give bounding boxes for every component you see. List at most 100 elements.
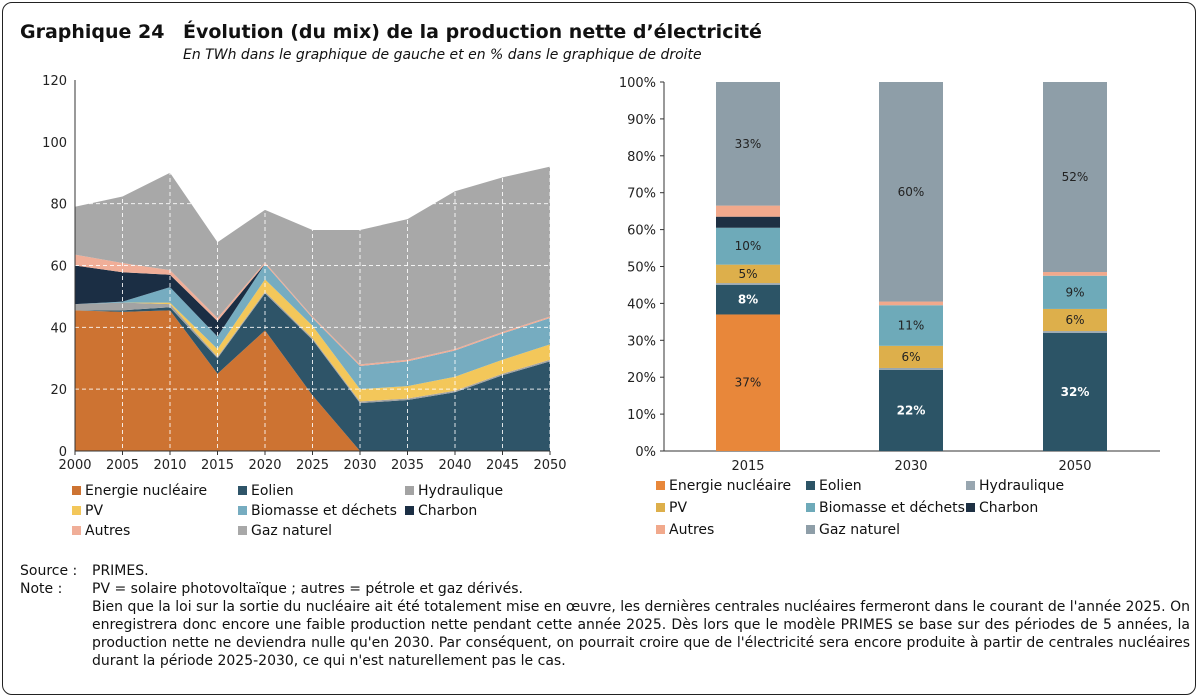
legend-swatch: [806, 503, 815, 512]
bar-segment-hydraulique: [879, 367, 943, 370]
legend-label: Hydraulique: [979, 478, 1065, 494]
legend-label: Biomasse et déchets: [251, 503, 397, 519]
data-label: 6%: [901, 350, 920, 364]
data-label: 6%: [1065, 313, 1084, 327]
bar-segment-biomasse-et-dechets: [879, 305, 943, 346]
legend-swatch: [72, 486, 81, 495]
x-tick-label: 2015: [201, 458, 234, 473]
right-legend: Energie nucléaire Eolien Hydraulique PV Biom…: [656, 476, 1176, 542]
data-label: 60%: [898, 185, 925, 199]
data-label: 22%: [897, 403, 926, 417]
bar-segment-pv: [716, 264, 780, 284]
bar-segment-autres: [716, 205, 780, 217]
note-label: Note :: [20, 581, 63, 597]
x-tick-label: 2030: [894, 459, 927, 474]
legend-item-autres: Autres: [72, 521, 130, 541]
y-tick-label: 100%: [619, 76, 656, 91]
bar-segment-gaz-naturel: [716, 82, 780, 206]
x-tick-label: 2000: [58, 458, 91, 473]
legend-label: Charbon: [979, 500, 1039, 516]
notes-block: Source : PRIMES. Note : PV = solaire pho…: [20, 562, 1190, 670]
x-tick-label: 2010: [153, 458, 186, 473]
legend-label: Gaz naturel: [251, 523, 332, 539]
data-label: 5%: [738, 267, 757, 281]
legend-item-energie-nucleaire: Energie nucléaire: [72, 481, 207, 501]
legend-swatch: [72, 506, 81, 515]
y-tick-label: 40%: [627, 297, 656, 312]
bar-segment-eolien: [879, 369, 943, 451]
legend-item-biomasse-et-dechets: Biomasse et déchets: [806, 498, 965, 518]
legend-item-pv: PV: [72, 501, 103, 521]
legend-label: PV: [85, 503, 104, 519]
legend-item-gaz-naturel: Gaz naturel: [806, 520, 900, 540]
data-label: 32%: [1061, 385, 1090, 399]
bar-segment-pv: [1043, 308, 1107, 332]
bar-segment-biomasse-et-dechets: [716, 227, 780, 265]
area-charbon: [75, 263, 550, 366]
data-label: 52%: [1062, 170, 1089, 184]
legend-item-eolien: Eolien: [806, 476, 862, 496]
legend-swatch: [238, 526, 247, 535]
bar-segment-autres: [1043, 272, 1107, 276]
area-biomasse-et-dechets: [75, 263, 550, 390]
figure-title: Évolution (du mix) de la production nett…: [183, 21, 762, 43]
legend-swatch: [806, 481, 815, 490]
x-tick-label: 2050: [1058, 459, 1091, 474]
legend-item-biomasse-et-dechets: Biomasse et déchets: [238, 501, 397, 521]
x-tick-label: 2045: [486, 458, 519, 473]
source-text: PRIMES.: [92, 563, 149, 579]
legend-label: PV: [669, 500, 688, 516]
legend-item-eolien: Eolien: [238, 481, 294, 501]
data-label: 9%: [1065, 285, 1084, 299]
bar-segment-charbon: [716, 216, 780, 228]
data-label: 10%: [735, 239, 762, 253]
legend-swatch: [656, 503, 665, 512]
x-tick-label: 2015: [731, 459, 764, 474]
left-legend: Energie nucléaire Eolien Hydraulique PV Biom…: [72, 481, 572, 541]
bar-segment-eolien: [716, 284, 780, 315]
y-tick-label: 40: [50, 321, 67, 336]
y-tick-label: 120: [42, 74, 67, 89]
figure-subtitle: En TWh dans le graphique de gauche et en…: [183, 47, 702, 63]
legend-item-charbon: Charbon: [966, 498, 1038, 518]
legend-swatch: [238, 506, 247, 515]
legend-label: Biomasse et déchets: [819, 500, 965, 516]
data-label: 37%: [735, 376, 762, 390]
legend-item-autres: Autres: [656, 520, 714, 540]
y-tick-label: 10%: [627, 408, 656, 423]
y-tick-label: 70%: [627, 187, 656, 202]
area-eolien: [75, 293, 550, 451]
x-tick-label: 2030: [343, 458, 376, 473]
y-tick-label: 90%: [627, 113, 656, 128]
legend-swatch: [405, 486, 414, 495]
legend-label: Eolien: [251, 483, 294, 499]
bar-segment-energie-nucleaire: [716, 314, 780, 451]
legend-swatch: [966, 503, 975, 512]
figure-label: Graphique 24: [20, 21, 165, 43]
legend-swatch: [405, 506, 414, 515]
legend-label: Hydraulique: [418, 483, 504, 499]
legend-item-gaz-naturel: Gaz naturel: [238, 521, 332, 541]
bar-segment-eolien: [1043, 332, 1107, 451]
legend-swatch: [656, 525, 665, 534]
bar-segment-gaz-naturel: [879, 82, 943, 302]
y-tick-label: 0%: [635, 445, 656, 460]
legend-swatch: [238, 486, 247, 495]
area-energie-nucleaire: [75, 310, 550, 451]
legend-label: Gaz naturel: [819, 522, 900, 538]
right-bar-chart: 0% 10% 20% 30% 40% 50% 60% 70% 80% 90% 100% 37% 8% 5%…: [619, 76, 1160, 474]
bar-segment-biomasse-et-dechets: [1043, 275, 1107, 309]
x-tick-label: 2040: [438, 458, 471, 473]
legend-item-charbon: Charbon: [405, 501, 477, 521]
y-tick-label: 20%: [627, 371, 656, 386]
y-tick-label: 50%: [627, 261, 656, 276]
x-tick-label: 2035: [391, 458, 424, 473]
y-tick-label: 80%: [627, 150, 656, 165]
y-tick-label: 60: [50, 260, 67, 275]
x-tick-label: 2050: [533, 458, 566, 473]
legend-swatch: [656, 481, 665, 490]
bar-segment-gaz-naturel: [1043, 82, 1107, 273]
note-paragraph: Bien que la loi sur la sortie du nucléai…: [92, 599, 1190, 669]
